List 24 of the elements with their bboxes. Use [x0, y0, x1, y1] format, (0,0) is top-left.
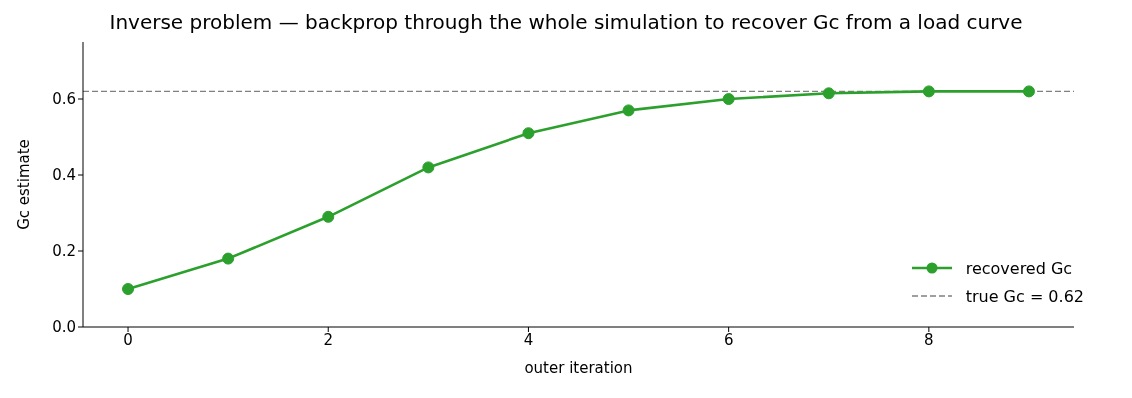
x-tick-label: 8 — [924, 330, 934, 349]
legend-label: true Gc = 0.62 — [965, 286, 1084, 306]
point — [722, 93, 735, 105]
y-tick-label: 0.4 — [52, 166, 76, 185]
y-tick-label: 0.2 — [52, 242, 76, 261]
x-tick-label: 0 — [123, 330, 133, 349]
x-tick-label: 2 — [323, 330, 334, 349]
point — [422, 161, 435, 174]
point — [822, 87, 835, 100]
x-axis-title: outer iteration — [524, 359, 633, 377]
x-tick-label: 4 — [523, 330, 534, 349]
y-tick-label: 0.6 — [52, 90, 76, 109]
point — [322, 210, 335, 223]
point — [1022, 85, 1035, 98]
y-axis-title: Gc estimate — [15, 139, 34, 230]
chart-title: Inverse problem — backprop through the whole simulation to recover Gc from a load curve — [108, 10, 1024, 34]
y-tick-label: 0.0 — [52, 318, 76, 337]
point — [622, 104, 635, 117]
point — [922, 85, 935, 98]
legend-label: recovered Gc — [965, 258, 1073, 278]
x-tick-label: 6 — [723, 330, 734, 349]
point — [522, 127, 535, 140]
point — [222, 252, 235, 265]
point — [122, 283, 135, 295]
